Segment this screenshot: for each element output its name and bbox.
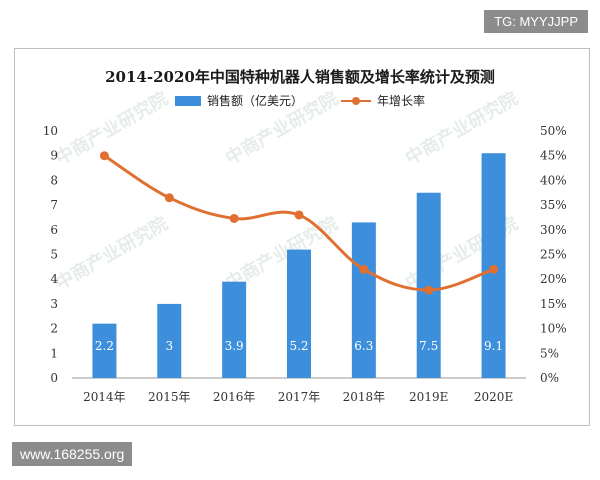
x-tick-label: 2019E xyxy=(409,390,448,404)
bar-2015年 xyxy=(157,303,182,378)
chart-title: 2014-2020年中国特种机器人销售额及增长率统计及预测 xyxy=(105,68,495,86)
x-tick-label: 2018年 xyxy=(343,390,386,404)
bar-2019E xyxy=(416,192,441,378)
y2-tick-label: 25% xyxy=(540,248,567,262)
y-tick-label: 8 xyxy=(50,173,58,187)
y2-tick-label: 10% xyxy=(540,322,567,336)
legend-line-swatch xyxy=(341,96,371,106)
legend-label-growth: 年增长率 xyxy=(377,94,426,108)
bar-2014年 xyxy=(92,323,117,378)
source-badge: TG: MYYJJPP xyxy=(484,10,588,33)
legend-item-sales: 销售额（亿美元） xyxy=(174,92,303,109)
x-tick-label: 2015年 xyxy=(148,390,191,404)
y-tick-label: 2 xyxy=(50,322,58,336)
bar-2016年 xyxy=(222,281,247,378)
growth-point-2017年 xyxy=(294,210,304,220)
watermark-text: 中商产业研究院 xyxy=(222,87,342,169)
growth-point-2016年 xyxy=(229,213,239,223)
watermark-text: 中商产业研究院 xyxy=(52,87,172,169)
bar-value-label: 7.5 xyxy=(419,339,438,353)
y2-tick-label: 45% xyxy=(540,149,567,163)
y-tick-label: 3 xyxy=(50,297,58,311)
bar-2017年 xyxy=(287,249,311,378)
bar-2018年 xyxy=(351,222,376,378)
bar-value-label: 2.2 xyxy=(95,339,114,353)
growth-point-2020E xyxy=(489,264,499,274)
y-tick-label: 10 xyxy=(43,124,58,138)
y2-tick-label: 40% xyxy=(540,173,567,187)
x-tick-label: 2016年 xyxy=(213,390,256,404)
y2-tick-label: 20% xyxy=(540,272,567,286)
y2-tick-label: 50% xyxy=(540,124,567,138)
growth-point-2018年 xyxy=(359,264,369,274)
x-tick-label: 2014年 xyxy=(83,390,126,404)
bar-value-label: 3 xyxy=(165,339,173,353)
y-tick-label: 9 xyxy=(50,149,58,163)
growth-point-2015年 xyxy=(164,193,174,203)
bar-value-label: 3.9 xyxy=(225,339,244,353)
bar-value-label: 6.3 xyxy=(354,339,373,353)
footer-url: www.168255.org xyxy=(12,442,133,466)
y-tick-label: 7 xyxy=(50,198,58,212)
y2-tick-label: 5% xyxy=(540,346,559,360)
y-tick-label: 1 xyxy=(50,346,58,360)
growth-point-2019E xyxy=(424,285,434,295)
y-tick-label: 5 xyxy=(50,248,58,262)
y2-tick-label: 35% xyxy=(540,198,567,212)
watermark-text: 中商产业研究院 xyxy=(52,212,172,294)
bar-value-label: 5.2 xyxy=(289,339,308,353)
y2-tick-label: 0% xyxy=(540,371,559,385)
legend-label-sales: 销售额（亿美元） xyxy=(206,94,303,108)
x-tick-label: 2020E xyxy=(474,390,513,404)
bar-value-label: 9.1 xyxy=(484,339,503,353)
y2-tick-label: 30% xyxy=(540,223,567,237)
chart-legend: 销售额（亿美元） 年增长率 xyxy=(0,92,600,109)
growth-point-2014年 xyxy=(99,151,109,161)
y2-tick-label: 15% xyxy=(540,297,567,311)
legend-item-growth: 年增长率 xyxy=(341,92,425,109)
y-tick-label: 6 xyxy=(50,223,58,237)
legend-bar-swatch xyxy=(174,95,201,106)
y-tick-label: 4 xyxy=(50,272,58,286)
x-tick-label: 2017年 xyxy=(278,390,321,404)
y-tick-label: 0 xyxy=(50,371,58,385)
